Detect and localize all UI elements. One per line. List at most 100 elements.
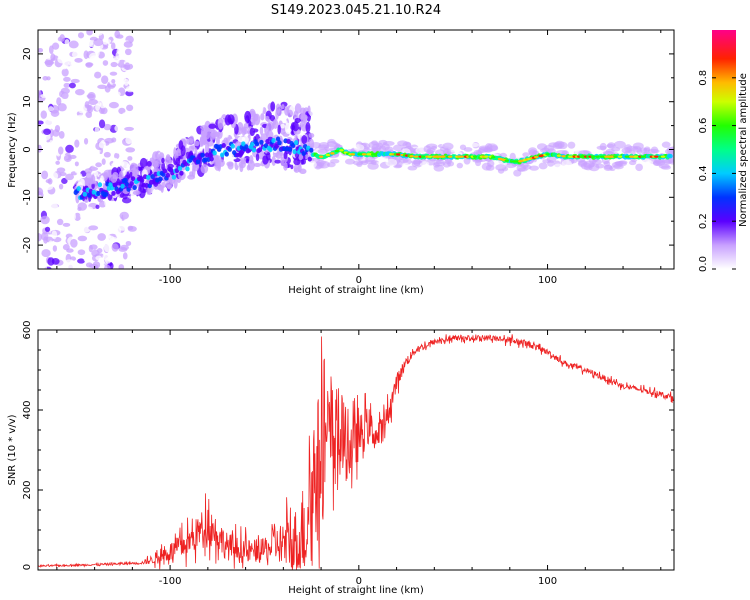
spectrogram-cell <box>244 144 249 150</box>
spectrogram-cell <box>111 243 119 252</box>
spectrogram-cell <box>139 157 148 169</box>
spectrogram-cell <box>74 161 79 167</box>
spectrogram-cell <box>274 143 279 149</box>
spectrogram-cell <box>71 51 80 59</box>
spectrogram-cell <box>177 165 183 171</box>
spectrogram-cell <box>212 150 217 156</box>
spectrogram-cell <box>491 156 496 159</box>
spectrogram-cell <box>86 30 93 36</box>
spectrogram-cell <box>529 165 539 171</box>
spectrogram-cell <box>275 136 281 142</box>
spectrogram-cell <box>420 161 430 167</box>
spectrogram-cell <box>583 165 593 171</box>
spectrogram-cell <box>78 123 86 132</box>
spectrogram-cell <box>239 163 244 173</box>
spectrogram-cell <box>603 160 611 167</box>
spectrogram-cell <box>165 172 171 178</box>
spectrogram-cell <box>257 147 263 153</box>
spectrogram-cell <box>91 112 98 119</box>
spectrogram-cell <box>171 174 177 180</box>
spectrogram-cell <box>447 155 453 158</box>
spectrogram-xtick-label: -100 <box>159 275 182 286</box>
spectrogram-cell <box>79 266 89 269</box>
spectrogram-cell <box>81 151 86 157</box>
spectrogram-cell <box>472 155 478 158</box>
spectrogram-cell <box>116 178 121 187</box>
spectrogram-cell <box>116 47 124 55</box>
spectrogram-cell <box>63 76 71 82</box>
spectrogram-cell <box>561 159 572 168</box>
spectrogram-cell <box>62 222 71 227</box>
spectrogram-cell <box>41 148 49 155</box>
spectrogram-cell <box>308 132 315 138</box>
spectrogram-cell <box>110 42 116 50</box>
spectrogram-cell <box>109 71 118 76</box>
spectrogram-cell <box>277 124 281 135</box>
snr-ticks: -100 0 100 0 200 400 600 <box>22 320 674 587</box>
spectrogram-cell <box>330 152 335 155</box>
spectrogram-cell <box>318 160 330 169</box>
spectrogram-cell <box>392 144 404 152</box>
spectrogram-cell <box>63 82 71 88</box>
spectrogram-cell <box>241 126 247 136</box>
spectrogram-cell <box>522 152 530 157</box>
spectrogram-cell <box>168 159 173 164</box>
spectrogram-ytick-label: 20 <box>22 48 33 61</box>
spectrogram-cell <box>132 190 141 196</box>
spectrogram-cell <box>595 155 600 158</box>
spectrogram-cell <box>195 159 201 165</box>
spectrogram-cell <box>52 245 58 252</box>
spectrogram-cell <box>51 144 56 153</box>
spectrogram-cell <box>183 161 189 167</box>
spectrogram-cell <box>56 167 66 173</box>
snr-ylabel: SNR (10 * v/v) <box>7 414 18 485</box>
spectrogram-ytick-label: 0 <box>22 146 33 152</box>
spectrogram-cell <box>654 155 659 158</box>
spectrogram-cell <box>379 145 386 153</box>
spectrogram-cell <box>105 39 112 44</box>
spectrogram-cell <box>44 226 51 232</box>
spectrogram-cell <box>265 115 270 122</box>
spectrogram-cell <box>95 162 102 168</box>
spectrogram-cell <box>554 140 565 149</box>
spectrogram-cell <box>57 146 64 155</box>
spectrogram-cell <box>120 244 129 251</box>
spectrogram-cell <box>97 84 107 90</box>
spectrogram-cell <box>635 163 643 172</box>
spectrogram-cell <box>268 147 273 153</box>
spectrogram-cell <box>459 155 464 158</box>
spectrogram-cell <box>596 145 607 150</box>
spectrogram-cell <box>571 165 583 172</box>
spectrogram-cell <box>250 141 255 147</box>
spectrogram-cell <box>125 147 136 153</box>
spectrogram-cell <box>68 219 78 229</box>
spectrogram-cell <box>303 117 308 125</box>
spectrogram-cell <box>83 137 89 145</box>
spectrogram-cell <box>65 264 74 269</box>
spectrogram-cell <box>224 133 229 138</box>
spectrogram-cell <box>88 80 98 86</box>
spectrogram-cell <box>40 215 50 225</box>
spectrogram-cell <box>88 225 99 231</box>
spectrogram-cell <box>90 153 101 160</box>
spectrogram-cell <box>65 144 74 153</box>
spectrogram-cell <box>112 171 119 179</box>
spectrogram-cell <box>41 85 47 93</box>
spectrogram-cell <box>60 87 70 95</box>
spectrogram-cell <box>259 104 264 113</box>
spectrogram-cell <box>94 71 102 79</box>
spectrogram-cell <box>68 40 79 49</box>
spectrogram-cell <box>95 255 102 261</box>
spectrogram-cell <box>456 162 464 169</box>
spectrogram-cell <box>97 233 106 241</box>
spectrogram-cell <box>63 154 72 163</box>
spectrogram-cell <box>442 142 454 151</box>
spectrogram-cell <box>230 143 235 149</box>
spectrogram-cell <box>293 140 299 146</box>
spectrogram-cell <box>130 176 136 182</box>
spectrogram-cell <box>76 67 85 74</box>
spectrogram-cell <box>271 155 276 167</box>
spectrogram-cell <box>409 154 414 158</box>
spectrogram-cell <box>101 211 109 218</box>
spectrogram-cell <box>561 155 566 158</box>
